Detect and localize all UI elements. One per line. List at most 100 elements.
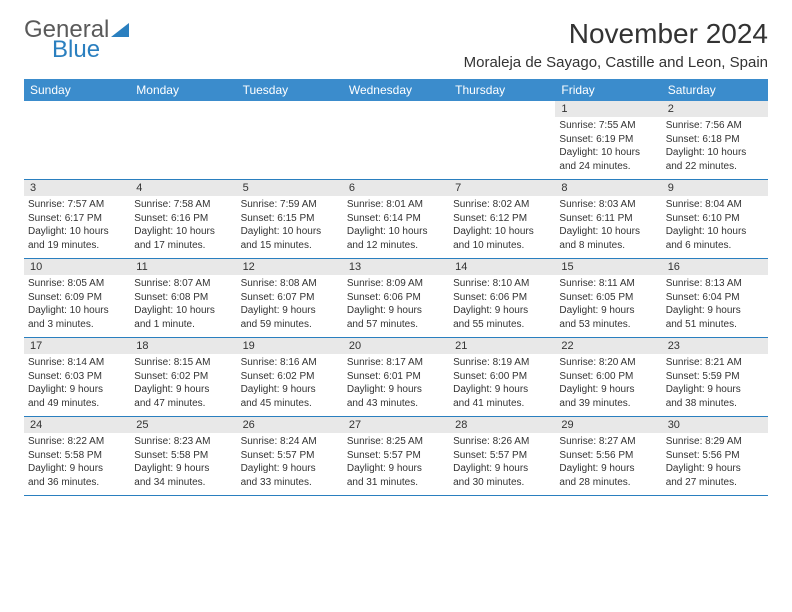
daylight-text: and 33 minutes. bbox=[241, 476, 339, 490]
sunrise-text: Sunrise: 8:24 AM bbox=[241, 435, 339, 449]
sunrise-text: Sunrise: 8:20 AM bbox=[559, 356, 657, 370]
sunset-text: Sunset: 5:58 PM bbox=[134, 449, 232, 463]
day-number-cell bbox=[449, 101, 555, 117]
sunset-text: Sunset: 6:15 PM bbox=[241, 212, 339, 226]
day-number-cell: 15 bbox=[555, 259, 661, 276]
day-number-cell: 4 bbox=[130, 180, 236, 197]
day-cell: Sunrise: 7:56 AMSunset: 6:18 PMDaylight:… bbox=[662, 117, 768, 180]
day-cell: Sunrise: 8:14 AMSunset: 6:03 PMDaylight:… bbox=[24, 354, 130, 417]
daylight-text: and 17 minutes. bbox=[134, 239, 232, 253]
day-cell bbox=[449, 117, 555, 180]
day-header-sunday: Sunday bbox=[24, 79, 130, 101]
daylight-text: and 15 minutes. bbox=[241, 239, 339, 253]
sunrise-text: Sunrise: 8:29 AM bbox=[666, 435, 764, 449]
sunset-text: Sunset: 6:19 PM bbox=[559, 133, 657, 147]
day-cell: Sunrise: 7:58 AMSunset: 6:16 PMDaylight:… bbox=[130, 196, 236, 259]
sunrise-text: Sunrise: 8:26 AM bbox=[453, 435, 551, 449]
day-header-monday: Monday bbox=[130, 79, 236, 101]
day-number-cell: 20 bbox=[343, 338, 449, 355]
sunrise-text: Sunrise: 8:27 AM bbox=[559, 435, 657, 449]
daylight-text: Daylight: 9 hours bbox=[347, 462, 445, 476]
sunrise-text: Sunrise: 8:03 AM bbox=[559, 198, 657, 212]
daylight-text: and 49 minutes. bbox=[28, 397, 126, 411]
day-cell: Sunrise: 7:55 AMSunset: 6:19 PMDaylight:… bbox=[555, 117, 661, 180]
day-number-cell: 27 bbox=[343, 417, 449, 434]
sunset-text: Sunset: 6:09 PM bbox=[28, 291, 126, 305]
day-cell bbox=[130, 117, 236, 180]
sunset-text: Sunset: 6:04 PM bbox=[666, 291, 764, 305]
day-number-cell: 5 bbox=[237, 180, 343, 197]
daylight-text: Daylight: 10 hours bbox=[559, 146, 657, 160]
sunrise-text: Sunrise: 7:55 AM bbox=[559, 119, 657, 133]
logo: General Blue bbox=[24, 18, 129, 62]
day-number-cell: 30 bbox=[662, 417, 768, 434]
sunset-text: Sunset: 6:05 PM bbox=[559, 291, 657, 305]
day-cell bbox=[24, 117, 130, 180]
day-cell: Sunrise: 8:17 AMSunset: 6:01 PMDaylight:… bbox=[343, 354, 449, 417]
day-number-cell: 16 bbox=[662, 259, 768, 276]
sunset-text: Sunset: 6:17 PM bbox=[28, 212, 126, 226]
day-data-row: Sunrise: 7:55 AMSunset: 6:19 PMDaylight:… bbox=[24, 117, 768, 180]
sunrise-text: Sunrise: 8:15 AM bbox=[134, 356, 232, 370]
day-cell: Sunrise: 8:22 AMSunset: 5:58 PMDaylight:… bbox=[24, 433, 130, 496]
sunset-text: Sunset: 6:16 PM bbox=[134, 212, 232, 226]
day-data-row: Sunrise: 8:14 AMSunset: 6:03 PMDaylight:… bbox=[24, 354, 768, 417]
sunrise-text: Sunrise: 8:09 AM bbox=[347, 277, 445, 291]
day-cell: Sunrise: 8:05 AMSunset: 6:09 PMDaylight:… bbox=[24, 275, 130, 338]
daylight-text: Daylight: 10 hours bbox=[666, 146, 764, 160]
daylight-text: Daylight: 9 hours bbox=[241, 462, 339, 476]
sunrise-text: Sunrise: 8:10 AM bbox=[453, 277, 551, 291]
daylight-text: Daylight: 9 hours bbox=[28, 383, 126, 397]
sunset-text: Sunset: 6:06 PM bbox=[453, 291, 551, 305]
day-cell: Sunrise: 8:19 AMSunset: 6:00 PMDaylight:… bbox=[449, 354, 555, 417]
sunrise-text: Sunrise: 8:19 AM bbox=[453, 356, 551, 370]
daylight-text: and 38 minutes. bbox=[666, 397, 764, 411]
calendar-body: 12Sunrise: 7:55 AMSunset: 6:19 PMDayligh… bbox=[24, 101, 768, 496]
daylight-text: Daylight: 9 hours bbox=[559, 462, 657, 476]
day-number-cell: 1 bbox=[555, 101, 661, 117]
daylight-text: Daylight: 10 hours bbox=[134, 225, 232, 239]
day-cell: Sunrise: 7:59 AMSunset: 6:15 PMDaylight:… bbox=[237, 196, 343, 259]
sunrise-text: Sunrise: 8:17 AM bbox=[347, 356, 445, 370]
sunrise-text: Sunrise: 7:56 AM bbox=[666, 119, 764, 133]
day-header-row: Sunday Monday Tuesday Wednesday Thursday… bbox=[24, 79, 768, 101]
day-cell: Sunrise: 8:11 AMSunset: 6:05 PMDaylight:… bbox=[555, 275, 661, 338]
daylight-text: Daylight: 9 hours bbox=[134, 462, 232, 476]
sunrise-text: Sunrise: 8:04 AM bbox=[666, 198, 764, 212]
month-title: November 2024 bbox=[464, 18, 768, 50]
daylight-text: and 43 minutes. bbox=[347, 397, 445, 411]
day-data-row: Sunrise: 8:22 AMSunset: 5:58 PMDaylight:… bbox=[24, 433, 768, 496]
daylight-text: and 28 minutes. bbox=[559, 476, 657, 490]
sunrise-text: Sunrise: 8:22 AM bbox=[28, 435, 126, 449]
sunset-text: Sunset: 6:06 PM bbox=[347, 291, 445, 305]
day-number-row: 17181920212223 bbox=[24, 338, 768, 355]
daylight-text: Daylight: 9 hours bbox=[559, 383, 657, 397]
sunset-text: Sunset: 5:57 PM bbox=[453, 449, 551, 463]
daylight-text: Daylight: 10 hours bbox=[28, 304, 126, 318]
sunset-text: Sunset: 5:56 PM bbox=[666, 449, 764, 463]
day-number-cell: 14 bbox=[449, 259, 555, 276]
day-cell: Sunrise: 8:01 AMSunset: 6:14 PMDaylight:… bbox=[343, 196, 449, 259]
daylight-text: and 59 minutes. bbox=[241, 318, 339, 332]
sunrise-text: Sunrise: 8:08 AM bbox=[241, 277, 339, 291]
day-number-cell bbox=[343, 101, 449, 117]
day-header-wednesday: Wednesday bbox=[343, 79, 449, 101]
daylight-text: and 55 minutes. bbox=[453, 318, 551, 332]
sunset-text: Sunset: 5:58 PM bbox=[28, 449, 126, 463]
sunset-text: Sunset: 6:08 PM bbox=[134, 291, 232, 305]
sunset-text: Sunset: 6:12 PM bbox=[453, 212, 551, 226]
day-number-cell: 12 bbox=[237, 259, 343, 276]
sunset-text: Sunset: 5:57 PM bbox=[241, 449, 339, 463]
daylight-text: Daylight: 10 hours bbox=[666, 225, 764, 239]
daylight-text: Daylight: 9 hours bbox=[666, 462, 764, 476]
day-number-cell: 26 bbox=[237, 417, 343, 434]
sunset-text: Sunset: 5:59 PM bbox=[666, 370, 764, 384]
sunrise-text: Sunrise: 7:57 AM bbox=[28, 198, 126, 212]
daylight-text: and 12 minutes. bbox=[347, 239, 445, 253]
daylight-text: and 1 minute. bbox=[134, 318, 232, 332]
daylight-text: Daylight: 9 hours bbox=[241, 383, 339, 397]
day-cell: Sunrise: 8:03 AMSunset: 6:11 PMDaylight:… bbox=[555, 196, 661, 259]
day-number-cell: 3 bbox=[24, 180, 130, 197]
daylight-text: Daylight: 9 hours bbox=[28, 462, 126, 476]
title-block: November 2024 Moraleja de Sayago, Castil… bbox=[464, 18, 768, 71]
